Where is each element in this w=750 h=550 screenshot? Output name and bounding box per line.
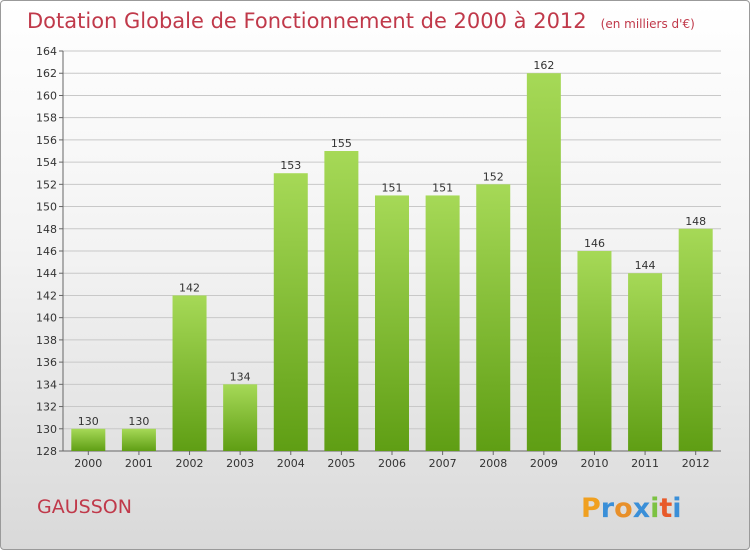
x-tick-label: 2001: [125, 457, 153, 470]
y-tick-label: 164: [36, 45, 57, 58]
y-tick-label: 152: [36, 178, 57, 191]
bar-2008: [476, 184, 511, 452]
x-tick-label: 2000: [74, 457, 102, 470]
y-tick-label: 150: [36, 201, 57, 214]
commune-name: GAUSSON: [37, 496, 132, 518]
bar-2012: [678, 228, 713, 451]
bar-value-label: 142: [179, 281, 200, 294]
bar-2000: [71, 428, 106, 451]
x-tick-label: 2012: [682, 457, 710, 470]
x-tick-label: 2011: [631, 457, 659, 470]
x-tick-label: 2008: [479, 457, 507, 470]
title-text: Dotation Globale de Fonctionnement de 20…: [27, 9, 587, 33]
proxiti-logo: Proxiti: [581, 493, 682, 524]
y-tick-label: 140: [36, 312, 57, 325]
y-tick-label: 144: [36, 267, 57, 280]
bar-value-label: 130: [128, 415, 149, 428]
bar-2007: [425, 195, 460, 451]
bar-value-label: 152: [483, 170, 504, 183]
x-tick-label: 2010: [580, 457, 608, 470]
y-tick-label: 138: [36, 334, 57, 347]
bar-value-label: 146: [584, 237, 605, 250]
bars: 130 130 142 134 153 155 151 151 152 162 146 144 148: [71, 59, 713, 452]
y-tick-label: 132: [36, 401, 57, 414]
x-axis: 2000 2001 2002 2003 2004 2005 2006 2007 2008 2009…: [74, 451, 710, 470]
svg-text:Proxiti: Proxiti: [581, 493, 682, 524]
chart-title: Dotation Globale de Fonctionnement de 20…: [27, 9, 695, 33]
bar-value-label: 144: [635, 259, 656, 272]
bar-2009: [526, 73, 561, 451]
y-tick-label: 136: [36, 356, 57, 369]
y-tick-label: 148: [36, 223, 57, 236]
y-tick-label: 142: [36, 289, 57, 302]
bar-2011: [628, 273, 663, 451]
bar-2003: [223, 384, 258, 451]
y-tick-label: 146: [36, 245, 57, 258]
bar-value-label: 148: [685, 215, 706, 228]
bar-value-label: 162: [533, 59, 554, 72]
y-tick-label: 130: [36, 423, 57, 436]
x-tick-label: 2007: [429, 457, 457, 470]
bar-2010: [577, 251, 612, 451]
x-tick-label: 2003: [226, 457, 254, 470]
unit-label: (en milliers d'€): [600, 17, 695, 31]
x-tick-label: 2005: [327, 457, 355, 470]
bar-2006: [375, 195, 409, 451]
bar-2002: [172, 295, 207, 451]
y-axis: 1281301321341361381401421441461481501521…: [36, 45, 721, 458]
x-tick-label: 2006: [378, 457, 406, 470]
x-tick-label: 2004: [277, 457, 305, 470]
bar-2004: [273, 173, 308, 451]
bar-value-label: 134: [230, 370, 251, 383]
bar-value-label: 151: [382, 181, 403, 194]
y-tick-label: 160: [36, 89, 57, 102]
y-tick-label: 154: [36, 156, 57, 169]
bar-value-label: 153: [280, 159, 301, 172]
y-tick-label: 156: [36, 134, 57, 147]
bar-value-label: 130: [78, 415, 99, 428]
y-tick-label: 134: [36, 378, 57, 391]
y-tick-label: 162: [36, 67, 57, 80]
bar-2005: [324, 151, 359, 451]
bar-2001: [121, 428, 156, 451]
y-tick-label: 158: [36, 112, 57, 125]
x-tick-label: 2002: [176, 457, 204, 470]
x-tick-label: 2009: [530, 457, 558, 470]
bar-value-label: 155: [331, 137, 352, 150]
bar-value-label: 151: [432, 181, 453, 194]
y-tick-label: 128: [36, 445, 57, 458]
